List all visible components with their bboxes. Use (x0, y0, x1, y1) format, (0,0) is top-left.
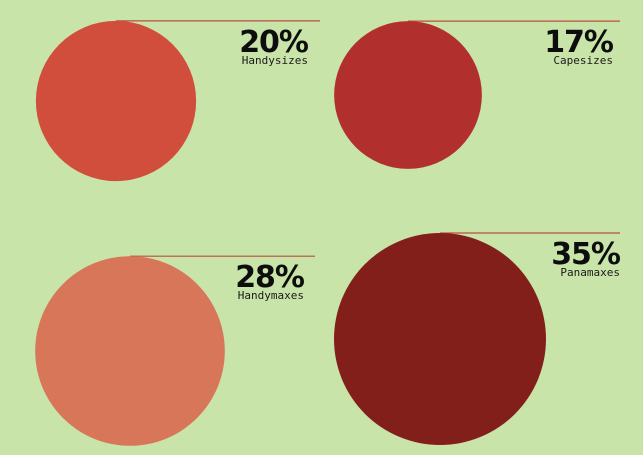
bubble-panamaxes (334, 233, 546, 445)
category-label-handymaxes: Handymaxes (238, 289, 304, 302)
category-label-panamaxes: Panamaxes (560, 266, 620, 279)
value-label-handymaxes: 28% (235, 260, 305, 295)
value-label-capesizes: 17% (544, 25, 614, 60)
category-label-handysizes: Handysizes (242, 54, 308, 67)
bubble-handysizes (35, 20, 197, 182)
value-label-panamaxes: 35% (551, 237, 621, 272)
bubble-capesizes (334, 21, 482, 169)
value-label-handysizes: 20% (239, 25, 309, 60)
category-label-capesizes: Capesizes (553, 54, 613, 67)
bubble-handymaxes (35, 256, 225, 446)
